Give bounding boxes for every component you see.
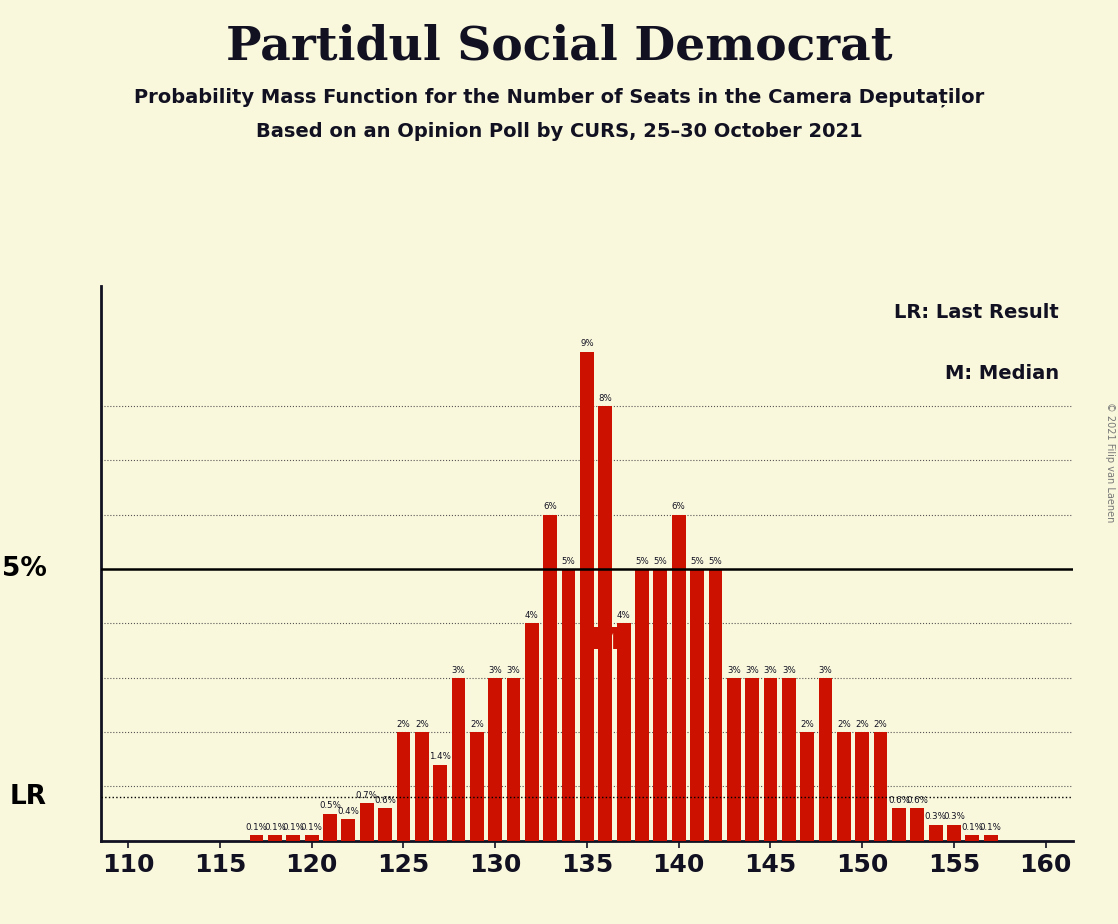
Bar	[929, 824, 942, 841]
Text: 0.1%: 0.1%	[264, 823, 286, 833]
Bar	[617, 624, 631, 841]
Bar	[525, 624, 539, 841]
Text: LR: Last Result: LR: Last Result	[894, 303, 1059, 322]
Text: 0.6%: 0.6%	[888, 796, 910, 805]
Bar	[781, 678, 796, 841]
Bar	[323, 814, 337, 841]
Text: Based on an Opinion Poll by CURS, 25–30 October 2021: Based on an Opinion Poll by CURS, 25–30 …	[256, 122, 862, 141]
Bar	[543, 515, 557, 841]
Bar	[727, 678, 740, 841]
Bar	[489, 678, 502, 841]
Text: 0.1%: 0.1%	[301, 823, 323, 833]
Text: 0.1%: 0.1%	[246, 823, 267, 833]
Bar	[452, 678, 465, 841]
Bar	[305, 835, 319, 841]
Text: M: Median: M: Median	[945, 364, 1059, 383]
Text: 0.1%: 0.1%	[283, 823, 304, 833]
Text: 5%: 5%	[690, 557, 704, 565]
Bar	[378, 808, 392, 841]
Text: 0.1%: 0.1%	[961, 823, 984, 833]
Bar	[506, 678, 520, 841]
Text: Partidul Social Democrat: Partidul Social Democrat	[226, 23, 892, 69]
Text: M: M	[590, 626, 620, 655]
Text: 0.4%: 0.4%	[338, 807, 359, 816]
Bar	[892, 808, 906, 841]
Bar	[580, 352, 594, 841]
Text: Probability Mass Function for the Number of Seats in the Camera Deputaților: Probability Mass Function for the Number…	[134, 88, 984, 107]
Text: 4%: 4%	[617, 611, 631, 620]
Bar	[709, 569, 722, 841]
Text: 3%: 3%	[818, 665, 833, 675]
Bar	[910, 808, 925, 841]
Text: 5%: 5%	[2, 556, 47, 582]
Bar	[360, 803, 373, 841]
Text: 0.6%: 0.6%	[907, 796, 928, 805]
Text: 2%: 2%	[800, 720, 814, 729]
Bar	[415, 732, 428, 841]
Bar	[397, 732, 410, 841]
Text: 5%: 5%	[654, 557, 667, 565]
Text: 0.7%: 0.7%	[356, 791, 378, 799]
Text: 2%: 2%	[873, 720, 888, 729]
Bar	[672, 515, 685, 841]
Text: 4%: 4%	[525, 611, 539, 620]
Bar	[947, 824, 960, 841]
Text: 3%: 3%	[506, 665, 520, 675]
Text: 3%: 3%	[452, 665, 465, 675]
Text: 0.6%: 0.6%	[375, 796, 396, 805]
Text: 0.3%: 0.3%	[944, 812, 965, 821]
Text: 0.1%: 0.1%	[979, 823, 1002, 833]
Text: 6%: 6%	[543, 503, 557, 512]
Bar	[635, 569, 648, 841]
Text: © 2021 Filip van Laenen: © 2021 Filip van Laenen	[1105, 402, 1115, 522]
Bar	[561, 569, 576, 841]
Bar	[855, 732, 869, 841]
Text: 2%: 2%	[415, 720, 428, 729]
Bar	[690, 569, 704, 841]
Bar	[764, 678, 777, 841]
Bar	[249, 835, 264, 841]
Text: 5%: 5%	[635, 557, 648, 565]
Bar	[268, 835, 282, 841]
Bar	[286, 835, 301, 841]
Bar	[984, 835, 997, 841]
Bar	[966, 835, 979, 841]
Text: 3%: 3%	[746, 665, 759, 675]
Bar	[837, 732, 851, 841]
Text: 3%: 3%	[764, 665, 777, 675]
Text: 2%: 2%	[855, 720, 869, 729]
Text: 0.3%: 0.3%	[925, 812, 947, 821]
Bar	[341, 819, 356, 841]
Text: 3%: 3%	[489, 665, 502, 675]
Bar	[873, 732, 888, 841]
Text: 2%: 2%	[837, 720, 851, 729]
Text: 3%: 3%	[781, 665, 796, 675]
Bar	[800, 732, 814, 841]
Text: LR: LR	[10, 784, 47, 810]
Text: 0.5%: 0.5%	[319, 801, 341, 810]
Text: 9%: 9%	[580, 339, 594, 348]
Bar	[654, 569, 667, 841]
Bar	[470, 732, 484, 841]
Text: 8%: 8%	[598, 394, 613, 403]
Bar	[434, 765, 447, 841]
Text: 1.4%: 1.4%	[429, 752, 451, 761]
Text: 3%: 3%	[727, 665, 740, 675]
Text: 5%: 5%	[709, 557, 722, 565]
Text: 2%: 2%	[470, 720, 484, 729]
Text: 2%: 2%	[397, 720, 410, 729]
Bar	[818, 678, 833, 841]
Bar	[746, 678, 759, 841]
Text: 6%: 6%	[672, 503, 685, 512]
Bar	[598, 406, 613, 841]
Text: 5%: 5%	[561, 557, 576, 565]
